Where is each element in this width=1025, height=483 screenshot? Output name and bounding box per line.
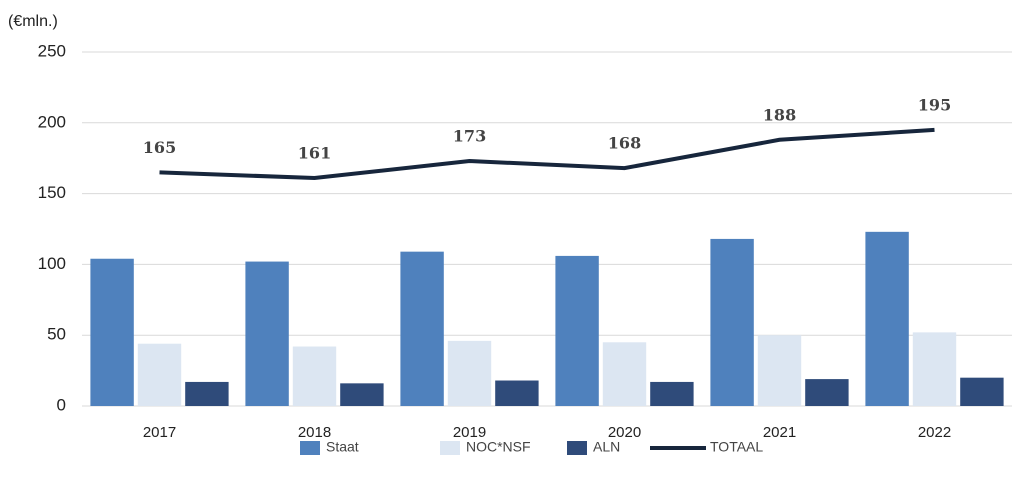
x-tick-label: 2018 bbox=[298, 424, 331, 441]
bar bbox=[650, 381, 694, 406]
legend-label: NOC*NSF bbox=[466, 439, 531, 455]
data-label: 188 bbox=[763, 105, 796, 124]
y-tick-label: 200 bbox=[38, 112, 66, 131]
line bbox=[159, 127, 935, 181]
bar bbox=[400, 251, 444, 406]
x-tick-label: 2019 bbox=[453, 424, 486, 441]
legend-swatch bbox=[440, 441, 460, 455]
data-label: 195 bbox=[918, 95, 951, 114]
y-tick-label: 150 bbox=[38, 183, 66, 202]
bar bbox=[960, 377, 1004, 406]
y-tick-label: 0 bbox=[57, 395, 66, 414]
y-tick-label: 250 bbox=[38, 41, 66, 60]
bar bbox=[865, 231, 909, 406]
data-label: 161 bbox=[298, 144, 331, 163]
legend-swatch bbox=[567, 441, 587, 455]
legend-label: TOTAAL bbox=[710, 439, 763, 455]
x-tick-label: 2022 bbox=[918, 424, 951, 441]
bar bbox=[340, 383, 384, 406]
legend-swatch bbox=[300, 441, 320, 455]
bar bbox=[805, 379, 849, 406]
data-label: 168 bbox=[608, 134, 641, 153]
data-label: 165 bbox=[143, 138, 176, 157]
data-label: 173 bbox=[453, 127, 486, 146]
y-tick-label: 50 bbox=[47, 325, 66, 344]
bar bbox=[555, 255, 599, 406]
bar bbox=[757, 335, 802, 406]
bar bbox=[602, 342, 647, 406]
bar bbox=[710, 238, 754, 406]
legend-label: Staat bbox=[326, 439, 359, 455]
legend-label: ALN bbox=[593, 439, 620, 455]
bar bbox=[185, 381, 229, 406]
x-tick-label: 2020 bbox=[608, 424, 641, 441]
bar bbox=[495, 380, 539, 406]
y-tick-label: 100 bbox=[38, 254, 66, 273]
y-axis-label: (€mln.) bbox=[8, 13, 58, 30]
bar bbox=[912, 332, 957, 406]
x-tick-label: 2017 bbox=[143, 424, 176, 441]
bar bbox=[137, 343, 182, 406]
bar bbox=[90, 258, 134, 406]
bar bbox=[245, 261, 289, 406]
bar bbox=[447, 340, 492, 406]
x-tick-label: 2021 bbox=[763, 424, 796, 441]
bar bbox=[292, 346, 337, 406]
